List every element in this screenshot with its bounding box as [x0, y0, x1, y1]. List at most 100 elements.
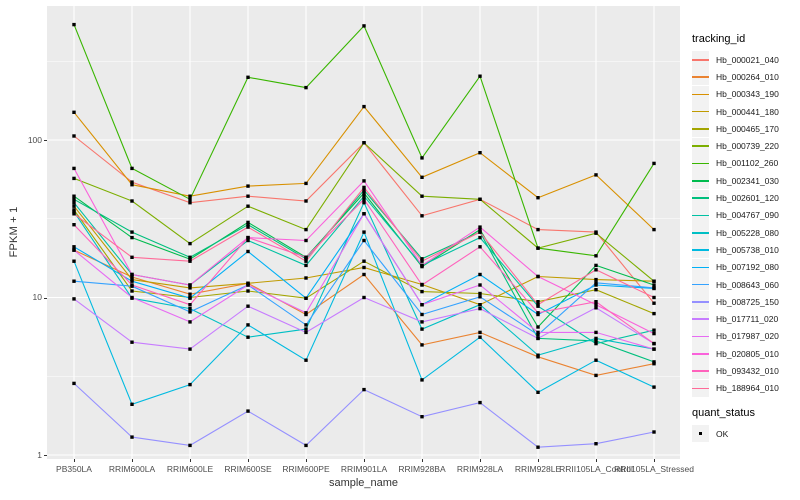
data-point-marker [594, 231, 598, 235]
data-point-marker [594, 277, 598, 282]
data-point-marker [304, 199, 308, 203]
data-point-marker [188, 292, 192, 296]
legend-items-quant-status: OK [692, 425, 798, 443]
quant-legend-key [692, 425, 709, 443]
legend-key [692, 137, 709, 155]
data-point-marker [478, 225, 482, 229]
data-point-marker [188, 306, 192, 311]
legend-key-line [692, 318, 709, 320]
data-point-marker [72, 208, 76, 212]
data-point-marker [420, 283, 424, 287]
data-point-marker [188, 255, 192, 259]
data-point-marker [652, 341, 656, 346]
legend-item: Hb_000465_170 [692, 120, 798, 138]
x-tick-label: RRIM600SE [224, 464, 272, 474]
legend-title-tracking-id: tracking_id [692, 33, 746, 45]
legend-item-label: Hb_000465_170 [716, 123, 779, 134]
legend-item: Hb_005738_010 [692, 241, 798, 259]
data-point-marker [536, 330, 540, 335]
x-tick-mark [248, 459, 249, 462]
legend-item-label: Hb_000021_040 [716, 54, 779, 65]
data-point-marker [420, 343, 424, 347]
data-point-marker [420, 320, 424, 324]
x-tick-label: RRIM928LA [456, 464, 504, 474]
legend-item-label: Hb_004767_090 [716, 210, 779, 221]
data-point-marker [362, 387, 366, 392]
x-tick-label: PB350LA [56, 464, 92, 474]
data-point-marker [594, 341, 598, 346]
data-point-marker [304, 259, 308, 263]
data-point-marker [72, 197, 76, 201]
legend-key-line [692, 266, 709, 269]
y-tick-label: 1 [37, 449, 42, 460]
legend-item-label: Hb_002601_120 [716, 193, 779, 204]
data-point-marker [420, 303, 424, 307]
data-point-marker [362, 179, 366, 183]
data-point-marker [478, 291, 482, 296]
data-point-marker [536, 445, 540, 449]
data-point-marker [478, 306, 482, 311]
data-point-marker [594, 303, 598, 307]
y-tick-mark [44, 297, 47, 299]
data-point-marker [246, 184, 250, 188]
legend-item: Hb_004767_090 [692, 206, 798, 224]
data-point-marker [188, 347, 192, 351]
legend-item-label: Hb_188964_010 [716, 383, 779, 394]
legend-key-line [692, 283, 709, 286]
legend-key [692, 258, 709, 276]
legend-key-line [692, 387, 709, 390]
legend-key-line [692, 352, 709, 355]
legend-item-label: Hb_000264_010 [716, 71, 779, 82]
data-point-marker [188, 259, 192, 263]
data-point-marker [478, 303, 482, 307]
data-point-marker [478, 197, 482, 201]
data-point-marker [362, 259, 366, 263]
data-point-marker [304, 255, 308, 259]
data-point-marker [594, 268, 598, 272]
data-point-marker [536, 336, 540, 341]
data-point-marker [72, 166, 76, 171]
data-point-marker [594, 336, 598, 341]
data-point-marker [188, 241, 192, 246]
data-point-marker [188, 257, 192, 261]
data-point-marker [420, 289, 424, 294]
data-point-marker [478, 74, 482, 78]
data-point-marker [362, 295, 366, 300]
legend-item-label: Hb_008643_060 [716, 279, 779, 290]
data-point-marker [246, 323, 250, 327]
data-point-marker [478, 235, 482, 240]
legend-key-line [692, 249, 709, 251]
data-point-marker [188, 443, 192, 448]
legend-item-label: Hb_000441_180 [716, 106, 779, 117]
quant-legend-item-label: OK [716, 428, 729, 439]
data-point-marker [304, 358, 308, 362]
data-point-marker [304, 238, 308, 243]
data-point-marker [304, 296, 308, 300]
legend-title-quant-status: quant_status [692, 406, 755, 419]
legend-item: Hb_005228_080 [692, 224, 798, 242]
x-tick-label: RRII105LA_Stressed [614, 464, 694, 474]
data-point-marker [72, 259, 76, 263]
legend-item-label: Hb_007192_080 [716, 262, 779, 273]
x-tick-mark [538, 459, 539, 462]
legend-item-label: Hb_005228_080 [716, 227, 779, 238]
data-point-marker [188, 194, 192, 198]
data-point-marker [652, 301, 656, 305]
data-point-marker [652, 331, 656, 336]
data-point-marker [362, 194, 366, 198]
x-tick-mark [422, 459, 423, 462]
data-point-marker [536, 246, 540, 250]
legend-item: Hb_188964_010 [692, 379, 798, 397]
data-point-marker [188, 283, 192, 287]
data-point-marker [652, 385, 656, 389]
data-point-marker [246, 223, 250, 227]
data-point-marker [536, 227, 540, 232]
legend-item-label: Hb_093432_010 [716, 365, 779, 376]
data-point-marker [362, 265, 366, 270]
data-point-marker [362, 238, 366, 243]
data-point-marker [420, 257, 424, 261]
data-point-marker [478, 245, 482, 249]
legend-key-line [692, 162, 709, 165]
legend-item-label: Hb_000739_220 [716, 141, 779, 152]
